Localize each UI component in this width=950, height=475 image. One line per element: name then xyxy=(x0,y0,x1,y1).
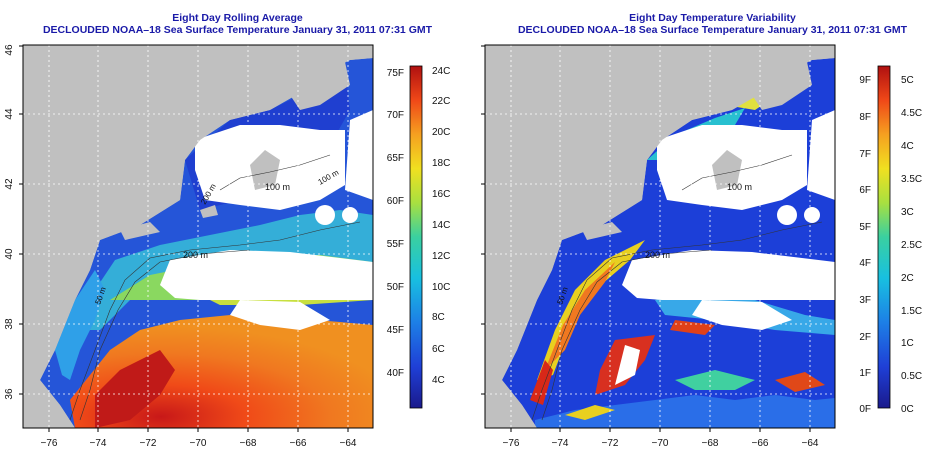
colorbar-f-label: 3F xyxy=(859,295,871,306)
left-depth-contours xyxy=(69,154,361,421)
colorbar-c-label: 2C xyxy=(901,273,914,284)
right-x-tick: −76 xyxy=(503,438,520,449)
left-y-tick: 42 xyxy=(4,178,15,190)
colorbar-c-label: 24C xyxy=(432,66,450,77)
left-colorbar-c-labels: 4C 6C 8C 10C 12C 14C 16C 18C 20C 22C 24C xyxy=(432,66,450,386)
colorbar-f-label: 70F xyxy=(387,110,404,121)
left-y-tick: 40 xyxy=(4,248,15,260)
right-contour-label: 100 m xyxy=(727,182,752,192)
colorbar-c-label: 10C xyxy=(432,282,450,293)
colorbar-f-label: 75F xyxy=(387,68,404,79)
left-colorbar xyxy=(409,65,423,409)
colorbar-f-label: 50F xyxy=(387,282,404,293)
right-x-tick: −74 xyxy=(552,438,569,449)
colorbar-c-label: 16C xyxy=(432,189,450,200)
left-map-subtitle: DECLOUDED NOAA–18 Sea Surface Temperatur… xyxy=(42,24,433,36)
left-x-tick: −74 xyxy=(90,438,107,449)
left-y-tick: 36 xyxy=(4,388,15,400)
left-y-axis: 36 38 40 42 44 46 xyxy=(4,44,23,400)
right-depth-contours xyxy=(531,154,823,421)
left-x-tick: −70 xyxy=(190,438,207,449)
right-x-tick: −64 xyxy=(802,438,819,449)
right-x-axis: −76 −74 −72 −70 −68 −66 −64 xyxy=(503,428,819,449)
left-x-tick: −72 xyxy=(140,438,157,449)
right-y-tick: 40 xyxy=(475,248,478,260)
colorbar-f-label: 55F xyxy=(387,239,404,250)
colorbar-f-label: 7F xyxy=(859,149,871,160)
colorbar-c-label: 3C xyxy=(901,207,914,218)
right-y-tick: 36 xyxy=(475,388,478,400)
right-y-tick: 42 xyxy=(475,178,478,190)
left-x-tick: −66 xyxy=(290,438,307,449)
right-x-tick: −70 xyxy=(652,438,669,449)
colorbar-f-label: 8F xyxy=(859,112,871,123)
left-y-tick: 46 xyxy=(4,44,15,56)
colorbar-c-label: 3.5C xyxy=(901,174,922,185)
colorbar-c-label: 22C xyxy=(432,96,450,107)
right-grid xyxy=(485,45,835,428)
right-y-axis: 36 38 40 42 44 46 xyxy=(475,44,485,400)
right-map-figure: 100 m 200 m 50 m −76 −74 −72 −70 −68 −66… xyxy=(475,44,922,449)
colorbar-c-label: 0.5C xyxy=(901,371,922,382)
colorbar-f-label: 9F xyxy=(859,75,871,86)
colorbar-c-label: 4C xyxy=(432,375,445,386)
colorbar-c-label: 18C xyxy=(432,158,450,169)
right-x-tick: −66 xyxy=(752,438,769,449)
left-grid xyxy=(23,45,373,428)
colorbar-c-label: 1.5C xyxy=(901,306,922,317)
left-map-figure: 100 m 200 m 50 m 200 m 100 m −76 −74 −72… xyxy=(4,44,450,449)
colorbar-f-label: 1F xyxy=(859,368,871,379)
left-map-area xyxy=(23,45,373,428)
colorbar-f-label: 4F xyxy=(859,258,871,269)
colorbar-f-label: 60F xyxy=(387,196,404,207)
colorbar-c-label: 6C xyxy=(432,344,445,355)
left-x-axis: −76 −74 −72 −70 −68 −66 −64 xyxy=(41,428,357,449)
right-y-tick: 44 xyxy=(475,108,478,120)
left-colorbar-f-labels: 40F 45F 50F 55F 60F 65F 70F 75F xyxy=(387,68,404,379)
right-land-us xyxy=(485,45,835,428)
left-map-title: Eight Day Rolling Average xyxy=(172,12,303,24)
colorbar-c-label: 4C xyxy=(901,141,914,152)
colorbar-f-label: 45F xyxy=(387,325,404,336)
colorbar-f-label: 2F xyxy=(859,332,871,343)
colorbar-c-label: 2.5C xyxy=(901,240,922,251)
right-y-tick: 38 xyxy=(475,318,478,330)
right-map-area xyxy=(485,45,835,428)
colorbar-c-label: 0C xyxy=(901,404,914,415)
colorbar-c-label: 4.5C xyxy=(901,108,922,119)
right-colorbar-c-labels: 0C 0.5C 1C 1.5C 2C 2.5C 3C 3.5C 4C 4.5C … xyxy=(901,75,922,415)
colorbar-c-label: 5C xyxy=(901,75,914,86)
right-contour-label: 200 m xyxy=(645,250,670,260)
colorbar-c-label: 1C xyxy=(901,338,914,349)
right-colorbar-f-labels: 0F 1F 2F 3F 4F 5F 6F 7F 8F 9F xyxy=(859,75,871,415)
left-x-tick: −64 xyxy=(340,438,357,449)
right-map-title: Eight Day Temperature Variability xyxy=(629,12,796,24)
colorbar-c-label: 8C xyxy=(432,312,445,323)
colorbar-f-label: 65F xyxy=(387,153,404,164)
left-land-us xyxy=(23,45,373,428)
colorbar-f-label: 5F xyxy=(859,222,871,233)
right-map-subtitle: DECLOUDED NOAA–18 Sea Surface Temperatur… xyxy=(517,24,908,36)
left-y-tick: 44 xyxy=(4,108,15,120)
right-y-tick: 46 xyxy=(475,44,478,56)
right-x-tick: −68 xyxy=(702,438,719,449)
right-no-data xyxy=(622,110,835,330)
right-colorbar xyxy=(877,65,891,409)
colorbar-f-label: 40F xyxy=(387,368,404,379)
colorbar-c-label: 12C xyxy=(432,251,450,262)
colorbar-f-label: 6F xyxy=(859,185,871,196)
left-y-tick: 38 xyxy=(4,318,15,330)
left-contour-label: 100 m xyxy=(265,182,290,192)
left-contour-label: 200 m xyxy=(183,250,208,260)
colorbar-f-label: 0F xyxy=(859,404,871,415)
colorbar-c-label: 20C xyxy=(432,127,450,138)
left-no-data xyxy=(160,110,373,330)
left-x-tick: −68 xyxy=(240,438,257,449)
colorbar-c-label: 14C xyxy=(432,220,450,231)
left-x-tick: −76 xyxy=(41,438,58,449)
right-x-tick: −72 xyxy=(602,438,619,449)
